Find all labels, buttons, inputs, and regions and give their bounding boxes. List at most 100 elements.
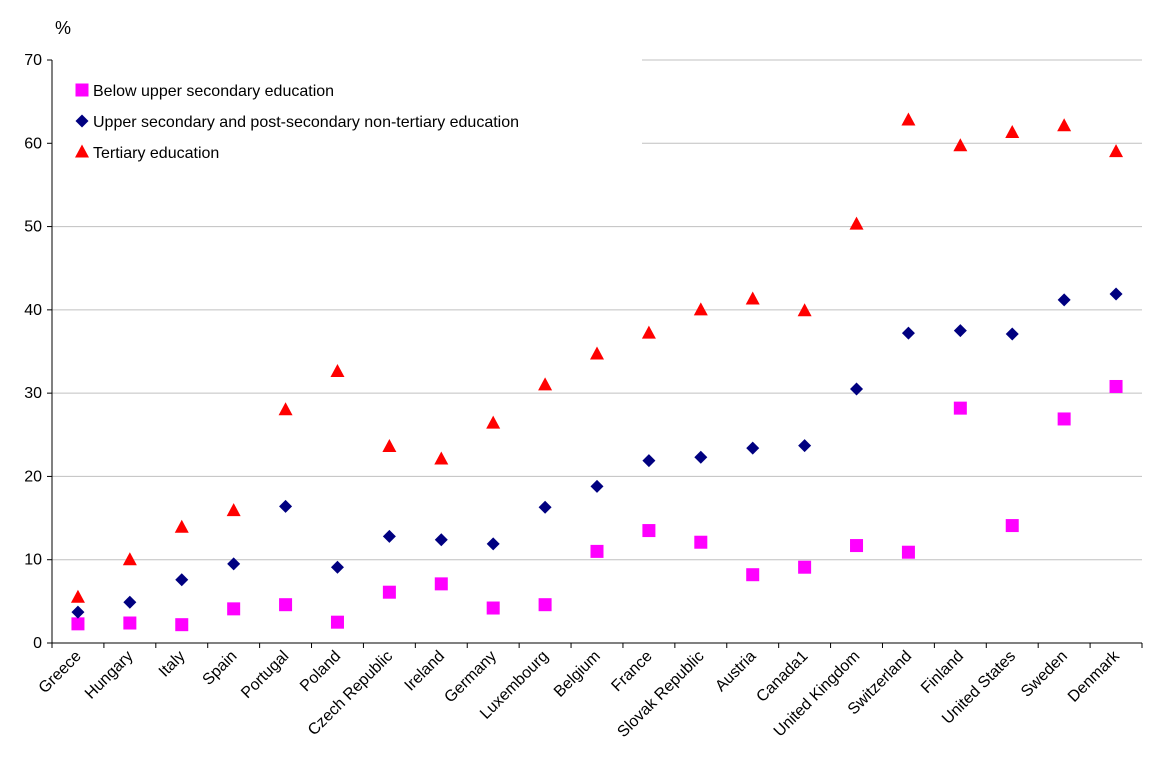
legend-label: Below upper secondary education [93,83,334,100]
x-tick-label: Denmark [1065,647,1124,706]
data-point [1109,287,1123,301]
y-tick-label: 30 [24,385,42,402]
data-point [694,535,708,549]
data-point [1005,124,1020,138]
data-point [797,303,812,317]
data-point [1057,293,1071,307]
x-tick-label: Sweden [1018,648,1071,701]
data-point [486,537,500,551]
data-point [1057,412,1071,426]
data-point [746,441,760,455]
data-point [70,589,85,603]
data-point [538,377,553,391]
data-point [953,138,968,152]
data-point [590,479,604,493]
data-point [1109,379,1123,393]
y-tick-label: 20 [24,468,42,485]
data-point [382,438,397,452]
data-point [123,616,137,630]
data-point [590,544,604,558]
x-tick-label: Hungary [82,648,137,703]
data-point [641,325,656,339]
y-tick-label: 40 [24,302,42,319]
data-point [122,552,137,566]
data-point [798,560,812,574]
data-point [382,585,396,599]
series-below-upper-secondary-education [71,379,1123,632]
series-upper-secondary-and-post-secondary-non-tertiary-education [71,287,1123,619]
data-point [798,439,812,453]
x-tick-label: Poland [297,648,344,695]
data-point [486,415,501,429]
data-point [434,451,449,465]
data-point [694,450,708,464]
data-point [901,326,915,340]
x-tick-label: Finland [918,648,967,697]
y-tick-label: 10 [24,552,42,569]
data-point [227,602,241,616]
legend-item: Upper secondary and post-secondary non-t… [75,114,519,131]
legend-item: Tertiary education [75,144,219,162]
data-point [850,382,864,396]
y-unit-label: % [55,18,71,38]
gridlines [52,59,1142,561]
legend-marker [75,83,89,97]
data-point [590,346,604,360]
data-point [279,598,293,612]
data-point [71,605,85,619]
legend-label: Tertiary education [93,145,219,162]
x-tick-label: Austria [712,648,759,695]
data-point [330,615,344,629]
legend-marker [75,144,89,158]
y-tick-label: 70 [24,52,42,69]
data-point [330,363,345,377]
axes [47,59,1143,648]
legend-item: Below upper secondary education [75,83,334,100]
data-point [330,560,344,574]
data-point [1005,519,1019,533]
data-point [123,595,137,609]
data-point [642,524,656,538]
data-point [953,324,967,338]
data-point [901,545,915,559]
data-point [226,503,241,517]
data-point [693,302,708,316]
data-point [745,291,760,305]
data-point [538,598,552,612]
data-point [278,402,293,416]
legend-label: Upper secondary and post-secondary non-t… [93,114,519,131]
series-tertiary-education [70,112,1124,603]
data-point [71,617,85,631]
y-tick-label: 50 [24,219,42,236]
data-point [538,500,552,514]
data-point [382,529,396,543]
data-point [1005,327,1019,341]
data-point [1057,118,1072,132]
data-point [434,577,448,591]
legend-marker [75,114,89,128]
data-point [279,499,293,513]
x-tick-label: Ireland [402,648,449,695]
legend: Below upper secondary education Upper sec… [75,83,519,162]
y-tick-label: 60 [24,135,42,152]
data-point [1109,144,1124,158]
y-tick-label: 0 [33,635,42,652]
x-tick-label: Italy [156,648,189,681]
data-point [953,401,967,415]
x-tick-label: Belgium [551,648,604,701]
y-tick-labels: 0 10 20 30 40 50 60 70 [24,52,42,652]
data-point [850,539,864,553]
data-points [70,112,1124,632]
data-point [486,601,500,615]
x-tick-label: Spain [200,648,241,689]
data-point [746,568,760,582]
data-point [175,618,189,632]
x-tick-label: Greece [36,648,85,697]
data-point [901,112,916,126]
x-tick-label: Portugal [238,648,292,702]
data-point [434,533,448,547]
data-point [227,557,241,571]
data-point [175,573,189,587]
